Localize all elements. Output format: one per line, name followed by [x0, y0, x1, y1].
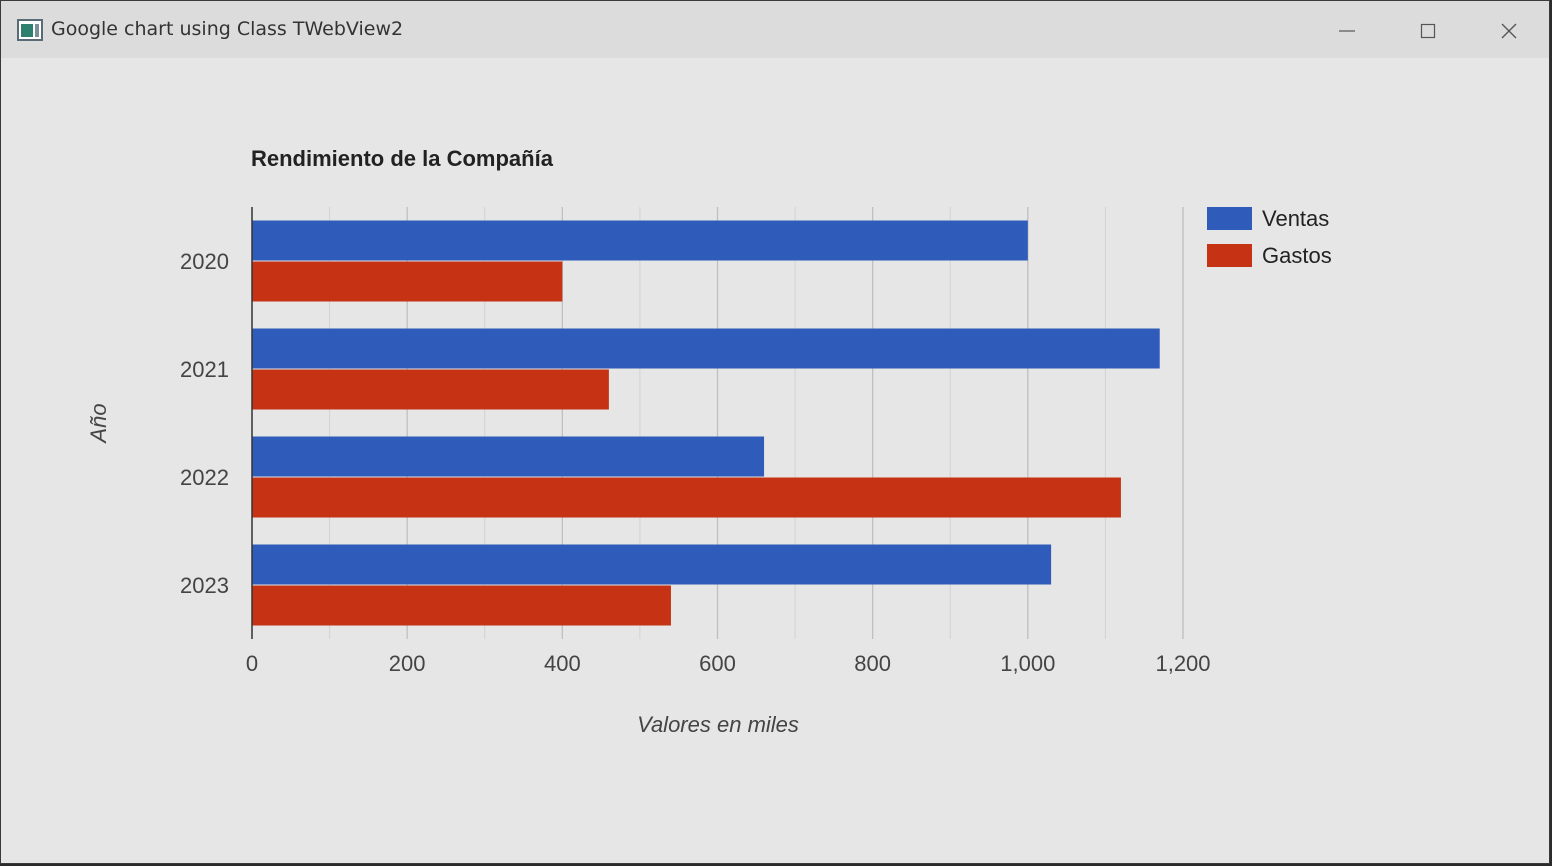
legend-label-gastos: Gastos: [1262, 243, 1332, 268]
x-tick-label: 200: [389, 651, 426, 676]
bar-ventas-2023: [252, 544, 1052, 585]
bar-gastos-2021: [252, 369, 609, 410]
y-axis-title: Año: [86, 403, 111, 444]
x-tick-label: 0: [246, 651, 258, 676]
bars: [252, 220, 1160, 626]
x-tick-label: 400: [544, 651, 581, 676]
close-icon: [1501, 23, 1517, 39]
maximize-icon: [1420, 23, 1436, 39]
y-tick-label: 2020: [180, 249, 229, 274]
maximize-button[interactable]: [1405, 13, 1451, 49]
x-tick-label: 1,000: [1000, 651, 1055, 676]
x-tick-label: 1,200: [1155, 651, 1210, 676]
bar-ventas-2020: [252, 220, 1028, 261]
x-tick-label: 800: [854, 651, 891, 676]
bar-gastos-2020: [252, 261, 563, 302]
legend-label-ventas: Ventas: [1262, 206, 1329, 231]
title-bar[interactable]: Google chart using Class TWebView2: [1, 1, 1549, 58]
close-button[interactable]: [1486, 13, 1532, 49]
x-tick-label: 600: [699, 651, 736, 676]
bar-ventas-2021: [252, 328, 1160, 369]
chart-title: Rendimiento de la Compañía: [251, 146, 554, 171]
minimize-button[interactable]: [1324, 13, 1370, 49]
app-icon: [17, 19, 43, 41]
legend-swatch-gastos: [1207, 244, 1252, 267]
axes: 0 200 400 600 800 1,000 1,200 2020 2021 2022 2023: [180, 207, 1211, 676]
y-tick-label: 2021: [180, 357, 229, 382]
bar-ventas-2022: [252, 436, 765, 477]
legend: Ventas Gastos: [1207, 206, 1332, 268]
y-tick-label: 2022: [180, 465, 229, 490]
x-axis-title: Valores en miles: [637, 712, 799, 737]
window-title: Google chart using Class TWebView2: [51, 18, 404, 40]
bar-gastos-2023: [252, 585, 671, 626]
minimize-icon: [1339, 30, 1355, 32]
chart-area: 0 200 400 600 800 1,000 1,200 2020 2021 2022 2023 …: [1, 58, 1549, 863]
bar-gastos-2022: [252, 477, 1121, 518]
bar-chart: 0 200 400 600 800 1,000 1,2002020202120222023 …: [86, 146, 1332, 737]
y-tick-label: 2023: [180, 573, 229, 598]
legend-swatch-ventas: [1207, 207, 1252, 230]
